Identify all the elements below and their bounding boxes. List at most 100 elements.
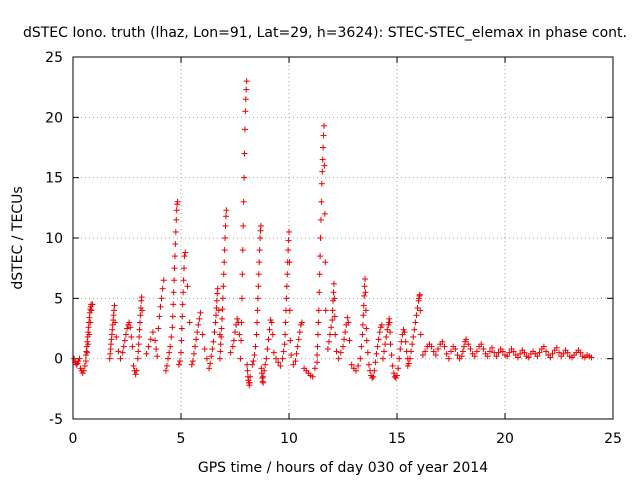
data-point: [222, 235, 229, 241]
data-point: [342, 329, 349, 336]
data-point: [117, 355, 124, 362]
data-point: [143, 350, 150, 357]
data-point: [448, 348, 454, 355]
data-point: [387, 329, 394, 336]
data-point: [346, 337, 353, 344]
y-tick-label: 15: [45, 171, 63, 187]
data-point: [504, 353, 511, 360]
data-point: [111, 302, 118, 309]
data-point: [330, 289, 337, 296]
data-point: [232, 329, 238, 336]
data-point: [376, 329, 383, 336]
data-point: [172, 228, 179, 235]
data-point: [152, 337, 159, 344]
data-point: [218, 333, 225, 340]
data-point: [243, 86, 250, 93]
data-point: [280, 348, 287, 355]
data-point: [292, 358, 299, 365]
data-point: [364, 349, 371, 356]
data-point: [355, 362, 362, 369]
data-point: [321, 162, 328, 169]
data-point: [252, 343, 259, 350]
data-point: [430, 348, 437, 355]
data-point: [76, 355, 83, 362]
data-point: [402, 338, 409, 345]
data-point: [238, 319, 245, 326]
data-point: [314, 331, 321, 338]
data-point: [236, 331, 243, 338]
data-point: [182, 249, 189, 256]
data-point: [121, 337, 128, 344]
data-point: [467, 346, 474, 353]
data-point: [295, 336, 302, 343]
data-point: [122, 331, 129, 338]
data-point: [221, 259, 228, 266]
data-point: [332, 331, 339, 338]
data-point: [239, 271, 246, 278]
data-point: [362, 307, 369, 314]
data-point: [265, 336, 272, 343]
data-point: [234, 315, 241, 322]
data-point: [217, 348, 224, 355]
data-point: [212, 319, 219, 326]
data-point: [382, 341, 389, 348]
data-point: [135, 348, 142, 355]
data-point: [195, 321, 202, 328]
data-point: [270, 349, 277, 356]
data-point: [411, 326, 418, 333]
data-point: [484, 353, 491, 360]
data-point: [547, 354, 554, 361]
data-point: [319, 156, 326, 163]
data-point: [159, 285, 166, 292]
data-point: [317, 235, 324, 241]
data-point: [230, 337, 237, 344]
data-point: [283, 295, 290, 302]
data-point: [139, 307, 146, 314]
data-point: [170, 289, 177, 296]
data-point: [283, 283, 290, 290]
data-point: [281, 341, 288, 348]
data-point: [564, 349, 571, 356]
data-point: [344, 314, 351, 321]
data-point: [210, 338, 217, 345]
data-point: [260, 379, 267, 386]
data-point: [408, 348, 415, 355]
data-point: [454, 352, 461, 359]
data-point: [173, 207, 180, 214]
y-tick-label: -5: [49, 412, 63, 428]
data-point: [314, 359, 321, 366]
data-point: [242, 96, 249, 103]
data-point: [223, 207, 230, 214]
data-point: [517, 350, 524, 357]
data-point: [412, 319, 419, 326]
data-point: [129, 343, 136, 350]
data-point: [406, 355, 413, 362]
data-point: [246, 379, 253, 386]
data-point: [73, 361, 80, 368]
x-tick-label: 20: [496, 431, 514, 447]
data-points: [71, 78, 595, 389]
data-point: [362, 276, 369, 283]
data-point: [263, 355, 270, 362]
data-point: [543, 348, 550, 355]
data-point: [165, 355, 172, 362]
data-point: [171, 253, 178, 260]
data-point: [237, 355, 244, 362]
data-point: [389, 362, 396, 369]
data-point: [536, 349, 543, 356]
data-point: [135, 341, 142, 348]
data-point: [222, 213, 229, 220]
data-point: [190, 350, 197, 357]
data-point: [294, 343, 301, 350]
data-point: [363, 325, 370, 332]
data-point: [401, 329, 408, 336]
data-point: [285, 247, 292, 254]
data-point: [416, 291, 423, 298]
data-point: [335, 355, 342, 362]
data-point: [360, 302, 367, 309]
data-point: [290, 361, 297, 368]
data-point: [286, 228, 292, 235]
data-point: [314, 352, 321, 359]
data-point: [256, 247, 263, 254]
data-point: [136, 333, 143, 340]
